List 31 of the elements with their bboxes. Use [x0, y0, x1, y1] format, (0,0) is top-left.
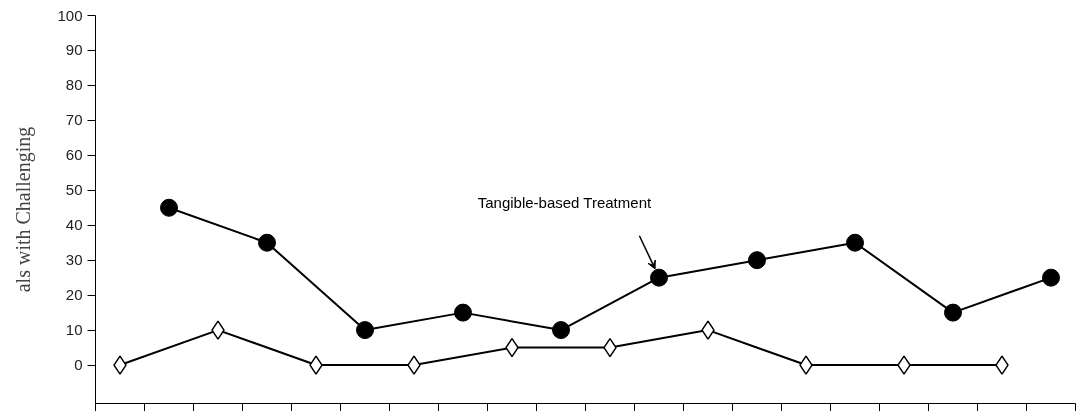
point: [552, 321, 570, 340]
annotation: Tangible-based Treatment: [477, 193, 652, 211]
y-tick-label: 50: [65, 181, 83, 199]
point: [701, 320, 715, 340]
point: [944, 303, 962, 322]
point: [846, 233, 864, 252]
y-tick-label: 30: [65, 251, 83, 269]
point: [748, 251, 766, 270]
y-axis-title: als with Challenging: [12, 126, 36, 293]
y-tick-label: 80: [65, 76, 83, 94]
point: [113, 355, 127, 375]
point: [160, 198, 178, 217]
point: [454, 303, 472, 322]
y-tick-label: 10: [65, 321, 83, 339]
point: [356, 321, 374, 340]
y-tick-label: 40: [65, 216, 83, 234]
point: [995, 355, 1009, 375]
point: [1042, 268, 1060, 287]
y-tick-label: 60: [65, 146, 83, 164]
point: [897, 355, 911, 375]
y-tick-label: 100: [57, 6, 83, 24]
point: [407, 355, 421, 375]
point: [799, 355, 813, 375]
point: [211, 320, 225, 340]
point: [309, 355, 323, 375]
y-tick-label: 70: [65, 111, 83, 129]
point: [650, 268, 668, 287]
point: [258, 233, 276, 252]
y-tick-label: 0: [74, 356, 83, 374]
y-tick-label: 90: [65, 41, 83, 59]
y-tick-label: 20: [65, 286, 83, 304]
